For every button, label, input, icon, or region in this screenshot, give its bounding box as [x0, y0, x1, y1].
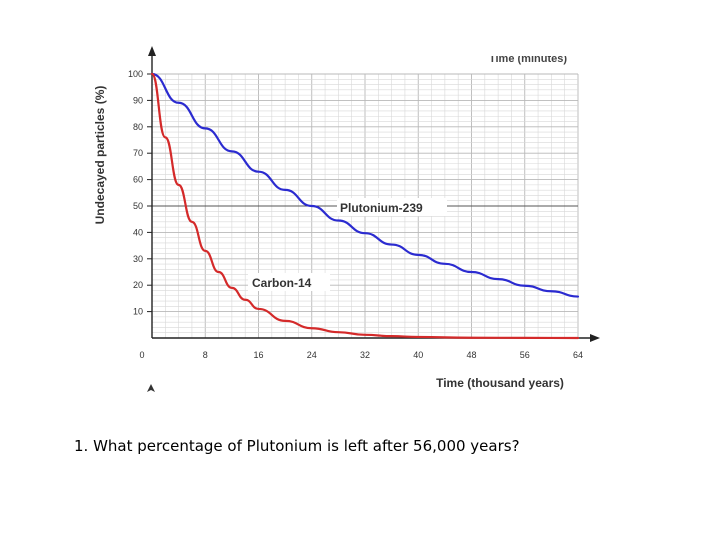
y-tick-label: 90	[133, 95, 143, 105]
x-tick-label: 0	[139, 350, 144, 360]
y-tick-label: 100	[128, 69, 143, 79]
y-tick-label: 50	[133, 201, 143, 211]
x-tick-label: 56	[520, 350, 530, 360]
y-tick-label: 60	[133, 175, 143, 185]
y-tick-label: 10	[133, 307, 143, 317]
y-tick-label: 80	[133, 122, 143, 132]
y-tick-label: 30	[133, 254, 143, 264]
series-line-plutonium	[150, 72, 580, 298]
y-tick-label: 40	[133, 227, 143, 237]
title-clip-mask	[440, 40, 620, 56]
x-tick-label: 48	[466, 350, 476, 360]
series-line-carbon	[150, 72, 580, 340]
series-label-plutonium: Plutonium-239	[340, 201, 423, 215]
y-axis-arrow	[148, 46, 156, 56]
y-axis-title: Undecayed particles (%)	[93, 86, 107, 225]
x-tick-label: 24	[307, 350, 317, 360]
carbon-label-bg	[248, 273, 330, 291]
chart-axes	[148, 46, 600, 342]
stray-arrow-mark	[147, 384, 155, 392]
x-axis-title: Time (thousand years)	[436, 376, 564, 390]
x-axis-arrow	[590, 334, 600, 342]
x-tick-labels: 0 8 16 24 32 40 48 56 64	[139, 350, 583, 360]
series-label-carbon: Carbon-14	[252, 276, 312, 290]
x-tick-label: 16	[253, 350, 263, 360]
x-tick-label: 32	[360, 350, 370, 360]
x-tick-label: 40	[413, 350, 423, 360]
x-tick-label: 8	[203, 350, 208, 360]
plutonium-label-bg	[337, 198, 447, 216]
decay-chart: 10 20 30 40 50 60 70 80 90 100 0 8 16 24 32 40 48 56 64 P…	[93, 40, 620, 392]
y-tick-label: 20	[133, 280, 143, 290]
y-tick-labels: 10 20 30 40 50 60 70 80 90 100	[128, 69, 152, 317]
series-lines	[150, 72, 580, 340]
y-tick-label: 70	[133, 148, 143, 158]
question-text: 1. What percentage of Plutonium is left …	[74, 437, 520, 455]
x-tick-label: 64	[573, 350, 583, 360]
